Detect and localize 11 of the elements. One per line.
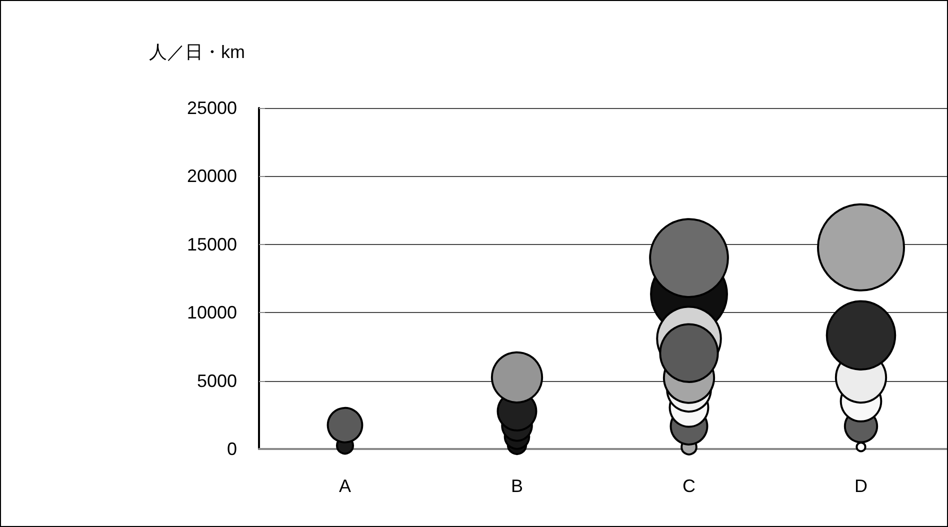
x-tick-label: B	[510, 476, 524, 496]
x-tick-label: C	[682, 476, 696, 496]
x-tick-label: A	[338, 476, 352, 496]
x-tick-label: D	[854, 476, 868, 496]
y-axis-title: 人／日・km	[149, 42, 245, 62]
y-tick-label: 10000	[186, 302, 237, 323]
y-tick-label: 15000	[186, 234, 237, 254]
y-tick-label: 25000	[186, 98, 237, 118]
y-tick-label: 0	[226, 439, 237, 459]
y-tick-label: 20000	[186, 166, 237, 186]
y-tick-label: 5000	[196, 370, 237, 391]
